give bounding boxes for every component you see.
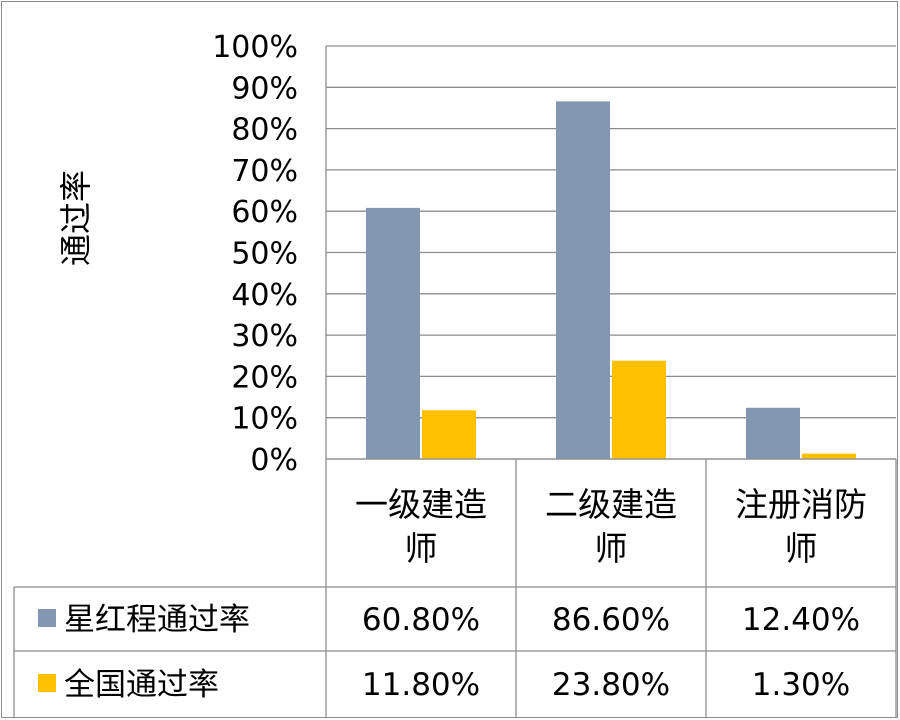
y-tick-label: 80% [231, 113, 298, 148]
y-tick-label: 60% [231, 195, 298, 230]
series-name: 全国通过率 [64, 667, 219, 703]
bar-2-1 [422, 410, 476, 459]
bar-1-2 [556, 101, 610, 459]
bar-2-2 [612, 360, 666, 459]
y-tick-label: 10% [231, 402, 298, 437]
y-tick-label: 40% [231, 278, 298, 313]
data-label: 23.80% [552, 667, 670, 703]
y-tick-label: 0% [250, 443, 298, 478]
y-tick-label: 20% [231, 360, 298, 395]
bar-1-1 [366, 207, 420, 459]
category-label: 一级建造 [355, 485, 487, 524]
bar-2-3 [802, 453, 856, 459]
category-label: 注册消防 [735, 485, 867, 524]
bar-1-3 [746, 407, 800, 459]
category-label: 师 [785, 529, 818, 568]
data-label: 12.40% [742, 602, 860, 638]
legend-swatch-1 [38, 609, 56, 627]
data-label: 1.30% [752, 667, 850, 703]
y-tick-label: 50% [231, 237, 298, 272]
data-label: 11.80% [362, 667, 480, 703]
y-tick-label: 30% [231, 319, 298, 354]
category-label: 师 [405, 529, 438, 568]
y-axis-label: 通过率 [57, 170, 95, 266]
series-name: 星红程通过率 [64, 602, 250, 638]
y-tick-label: 90% [231, 71, 298, 106]
category-label: 二级建造 [545, 485, 677, 524]
data-label: 86.60% [552, 602, 670, 638]
category-label: 师 [595, 529, 628, 568]
data-label: 60.80% [362, 602, 480, 638]
legend-swatch-2 [38, 674, 56, 692]
y-tick-label: 100% [212, 30, 298, 65]
y-tick-label: 70% [231, 154, 298, 189]
